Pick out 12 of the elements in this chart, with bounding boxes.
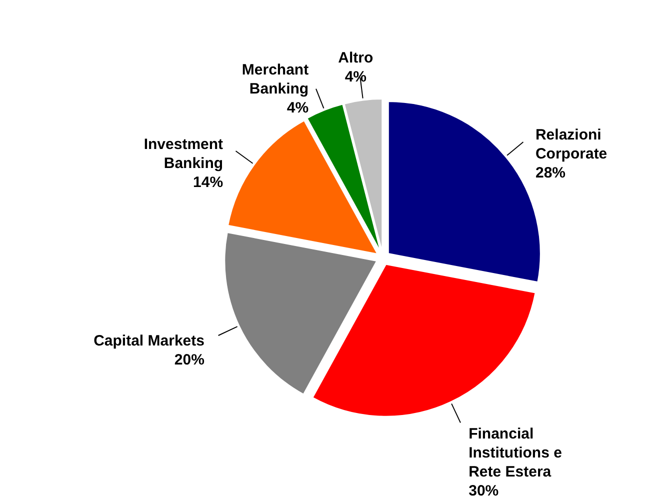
data-label: 4%: [286, 100, 309, 117]
slice-label: Relazioni Corporate: [535, 126, 608, 162]
slice-label: Investment Banking: [144, 136, 224, 172]
slice-label: Financial Institutions e Rete Estera: [468, 426, 562, 481]
data-label: 28%: [535, 164, 566, 182]
slice-label: Capital Markets: [94, 332, 204, 350]
slice-label: Altro: [338, 50, 374, 67]
data-label: 30%: [468, 482, 499, 500]
data-label: 20%: [174, 352, 204, 369]
slice-label: Merchant Banking: [242, 62, 309, 98]
data-label: 14%: [193, 174, 224, 191]
data-label: 4%: [344, 68, 367, 86]
